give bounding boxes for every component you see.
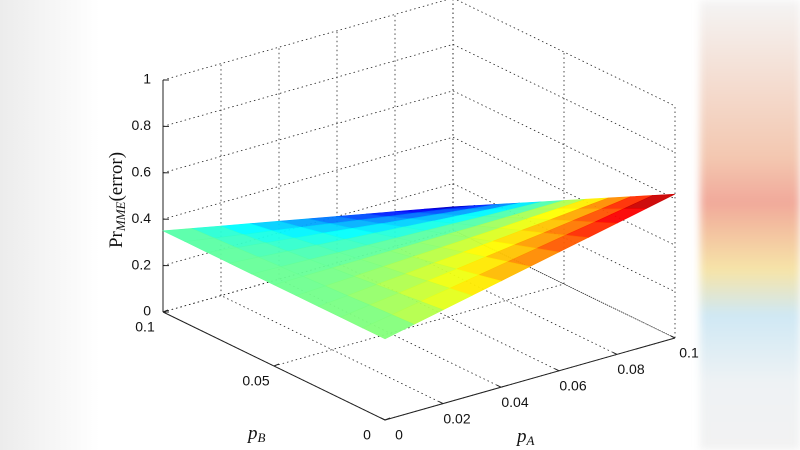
- y-tick-label: 0.1: [135, 319, 155, 335]
- y-tick-label: 0: [363, 427, 371, 443]
- grid-line: [452, 44, 676, 153]
- grid-line: [220, 295, 444, 404]
- grid-line: [336, 262, 560, 372]
- z-tick-label: 1: [143, 71, 151, 87]
- blur-panel: [700, 0, 800, 450]
- z-tick-label: 0: [143, 303, 151, 319]
- grid-line: [452, 229, 676, 339]
- blur-panel: [0, 0, 100, 450]
- grid-line: [452, 90, 676, 200]
- x-tick-label: 0.1: [679, 345, 699, 361]
- z-axis-label: PrMME(error): [106, 152, 128, 248]
- grid-line: [394, 246, 618, 355]
- x-axis-label: pA: [515, 426, 535, 448]
- grid-line: [273, 283, 565, 367]
- z-tick-label: 0.6: [132, 164, 152, 180]
- x-tick-label: 0.06: [559, 378, 586, 394]
- tick-mark: [162, 309, 169, 313]
- x-label-main: p: [515, 426, 527, 447]
- surface-patch: [362, 314, 415, 340]
- grid-line: [162, 229, 454, 313]
- x-tick-label: 0.02: [443, 410, 470, 426]
- z-tick-label: 0.4: [132, 210, 152, 226]
- grid-line: [162, 0, 448, 81]
- x-tick-label: 0.04: [501, 394, 528, 410]
- z-label-sub: MME: [113, 201, 128, 232]
- tick-mark: [438, 401, 444, 405]
- axis-line: [384, 337, 676, 421]
- x-tick-label: 0: [395, 427, 403, 443]
- tick-mark: [273, 363, 280, 367]
- tick-mark: [496, 384, 502, 388]
- z-tick-label: 0.2: [132, 256, 152, 272]
- x-label-sub: A: [526, 433, 535, 448]
- y-axis-label: pB: [246, 423, 266, 445]
- tick-mark: [670, 335, 676, 339]
- z-tick-label: 0.8: [132, 117, 152, 133]
- grid-line: [278, 278, 502, 388]
- z-label-main: Pr: [106, 230, 127, 248]
- grid-line: [162, 90, 454, 174]
- y-label-sub: B: [258, 430, 266, 445]
- x-tick-label: 0.08: [617, 361, 644, 377]
- y-label-main: p: [246, 423, 258, 444]
- tick-mark: [554, 368, 560, 372]
- y-tick-label: 0.05: [242, 373, 269, 389]
- grid-line: [162, 136, 454, 220]
- tick-mark: [612, 351, 618, 355]
- grid-line: [162, 44, 454, 127]
- z-label-tail: (error): [106, 152, 127, 202]
- grid-line: [456, 0, 676, 107]
- grid-line: [452, 183, 676, 292]
- axis-line: [162, 311, 386, 421]
- grid-line: [452, 136, 676, 246]
